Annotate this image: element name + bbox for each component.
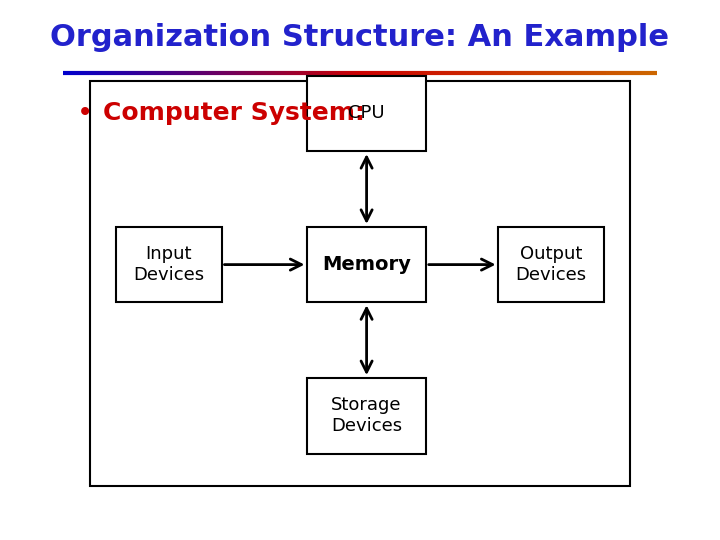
Text: CPU: CPU (348, 104, 385, 123)
Text: Output
Devices: Output Devices (516, 245, 587, 284)
Text: Memory: Memory (322, 255, 411, 274)
FancyBboxPatch shape (307, 227, 426, 302)
Text: •: • (76, 99, 93, 127)
FancyBboxPatch shape (90, 81, 630, 486)
FancyBboxPatch shape (307, 378, 426, 454)
Text: Organization Structure: An Example: Organization Structure: An Example (50, 23, 670, 52)
Text: Storage
Devices: Storage Devices (331, 396, 402, 435)
FancyBboxPatch shape (116, 227, 222, 302)
Text: Computer System:: Computer System: (103, 102, 365, 125)
FancyBboxPatch shape (307, 76, 426, 151)
Text: Input
Devices: Input Devices (133, 245, 204, 284)
FancyBboxPatch shape (498, 227, 604, 302)
